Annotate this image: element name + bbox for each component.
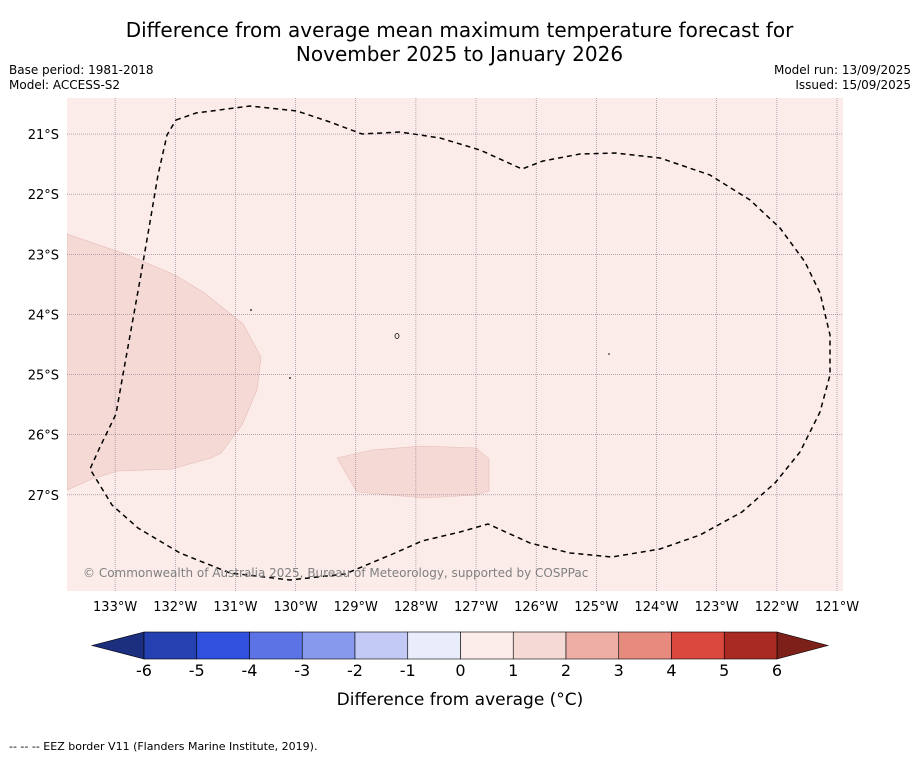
- island-marker: [289, 377, 291, 379]
- longitude-tick-label: 121°W: [815, 600, 859, 615]
- footer-note: -- -- -- EEZ border V11 (Flanders Marine…: [9, 740, 318, 753]
- islands: [250, 309, 610, 379]
- colorbar-segment: [565, 631, 620, 660]
- title-line-1: Difference from average mean maximum tem…: [125, 18, 794, 42]
- longitude-tick-label: 122°W: [755, 600, 799, 615]
- anomaly-region-west: [67, 233, 262, 491]
- colorbar-segment: [301, 631, 356, 660]
- colorbar-segment: [249, 631, 303, 660]
- meta-right: Model run: 13/09/2025 Issued: 15/09/2025: [774, 63, 911, 93]
- colorbar-tick-label: 5: [719, 661, 729, 680]
- island-marker: [608, 353, 610, 355]
- colorbar-tick-label: 4: [666, 661, 676, 680]
- longitude-tick-label: 133°W: [93, 600, 137, 615]
- colorbar-tick-label: -6: [136, 661, 152, 680]
- colorbar-tick-label: 6: [772, 661, 782, 680]
- colorbar-tick-label: -4: [242, 661, 258, 680]
- latitude-tick-label: 22°S: [28, 188, 59, 203]
- colorbar-segment: [196, 631, 250, 660]
- longitude-tick-label: 130°W: [274, 600, 318, 615]
- latitude-labels: 21°S 22°S 23°S 24°S 25°S 26°S 27°S: [28, 128, 59, 504]
- colorbar-overflow-arrow: [776, 631, 830, 660]
- longitude-tick-label: 123°W: [695, 600, 739, 615]
- model-run-text: Model run: 13/09/2025: [773, 63, 911, 77]
- longitude-tick-label: 131°W: [213, 600, 257, 615]
- latitude-tick-label: 26°S: [28, 429, 59, 444]
- issued-text: Issued: 15/09/2025: [795, 78, 911, 92]
- colorbar-label: Difference from average (°C): [337, 690, 584, 710]
- longitude-tick-label: 124°W: [634, 600, 678, 615]
- colorbar-segment: [407, 631, 461, 660]
- longitude-labels: 133°W 132°W 131°W 130°W 129°W 128°W 127°W 126°W…: [93, 600, 859, 615]
- colorbar-tick-label: -1: [400, 661, 416, 680]
- colorbar-tick-label: 0: [455, 661, 465, 680]
- latitude-tick-label: 27°S: [28, 489, 59, 504]
- colorbar: -6 -5 -4 -3 -2 -1 0 1 2 3 4 5 6 Difference from aver…: [90, 631, 830, 710]
- colorbar-segment: [354, 631, 409, 660]
- anomaly-region-south: [336, 445, 490, 499]
- latitude-tick-label: 21°S: [28, 128, 59, 143]
- longitude-tick-label: 125°W: [574, 600, 618, 615]
- map-title: Difference from average mean maximum tem…: [0, 18, 919, 66]
- model-text: Model: ACCESS-S2: [9, 78, 121, 92]
- colorbar-tick-label: -5: [189, 661, 205, 680]
- colorbar-tick-label: 1: [508, 661, 518, 680]
- island-marker: [250, 309, 252, 311]
- colorbar-tick-label: 2: [561, 661, 571, 680]
- latitude-tick-label: 24°S: [28, 308, 59, 323]
- colorbar-segment: [460, 631, 514, 660]
- longitude-tick-label: 128°W: [394, 600, 438, 615]
- longitude-tick-label: 127°W: [454, 600, 498, 615]
- latitude-tick-label: 25°S: [28, 369, 59, 384]
- colorbar-segment: [512, 631, 567, 660]
- colorbar-underflow-arrow: [90, 631, 145, 660]
- meta-left: Base period: 1981-2018 Model: ACCESS-S2: [9, 63, 154, 93]
- eez-border-line: [89, 105, 831, 581]
- colorbar-segment: [671, 631, 725, 660]
- base-period-text: Base period: 1981-2018: [9, 63, 154, 77]
- colorbar-tick-label: -2: [347, 661, 363, 680]
- colorbar-segment: [143, 631, 198, 660]
- colorbar-tick-label: -3: [294, 661, 310, 680]
- colorbar-tick-label: 3: [614, 661, 624, 680]
- copyright-text: © Commonwealth of Australia 2025, Bureau…: [83, 566, 588, 580]
- map-panel: © Commonwealth of Australia 2025, Bureau…: [67, 98, 843, 591]
- latitude-tick-label: 23°S: [28, 248, 59, 263]
- island-marker: [394, 333, 400, 339]
- title-line-2: November 2025 to January 2026: [295, 42, 624, 66]
- longitude-tick-label: 132°W: [153, 600, 197, 615]
- colorbar-segment: [618, 631, 672, 660]
- longitude-tick-label: 129°W: [334, 600, 378, 615]
- colorbar-segments: [143, 631, 778, 660]
- longitude-tick-label: 126°W: [514, 600, 558, 615]
- colorbar-tick-labels: -6 -5 -4 -3 -2 -1 0 1 2 3 4 5 6: [136, 661, 782, 680]
- colorbar-segment: [723, 631, 778, 660]
- graticule: [67, 98, 843, 591]
